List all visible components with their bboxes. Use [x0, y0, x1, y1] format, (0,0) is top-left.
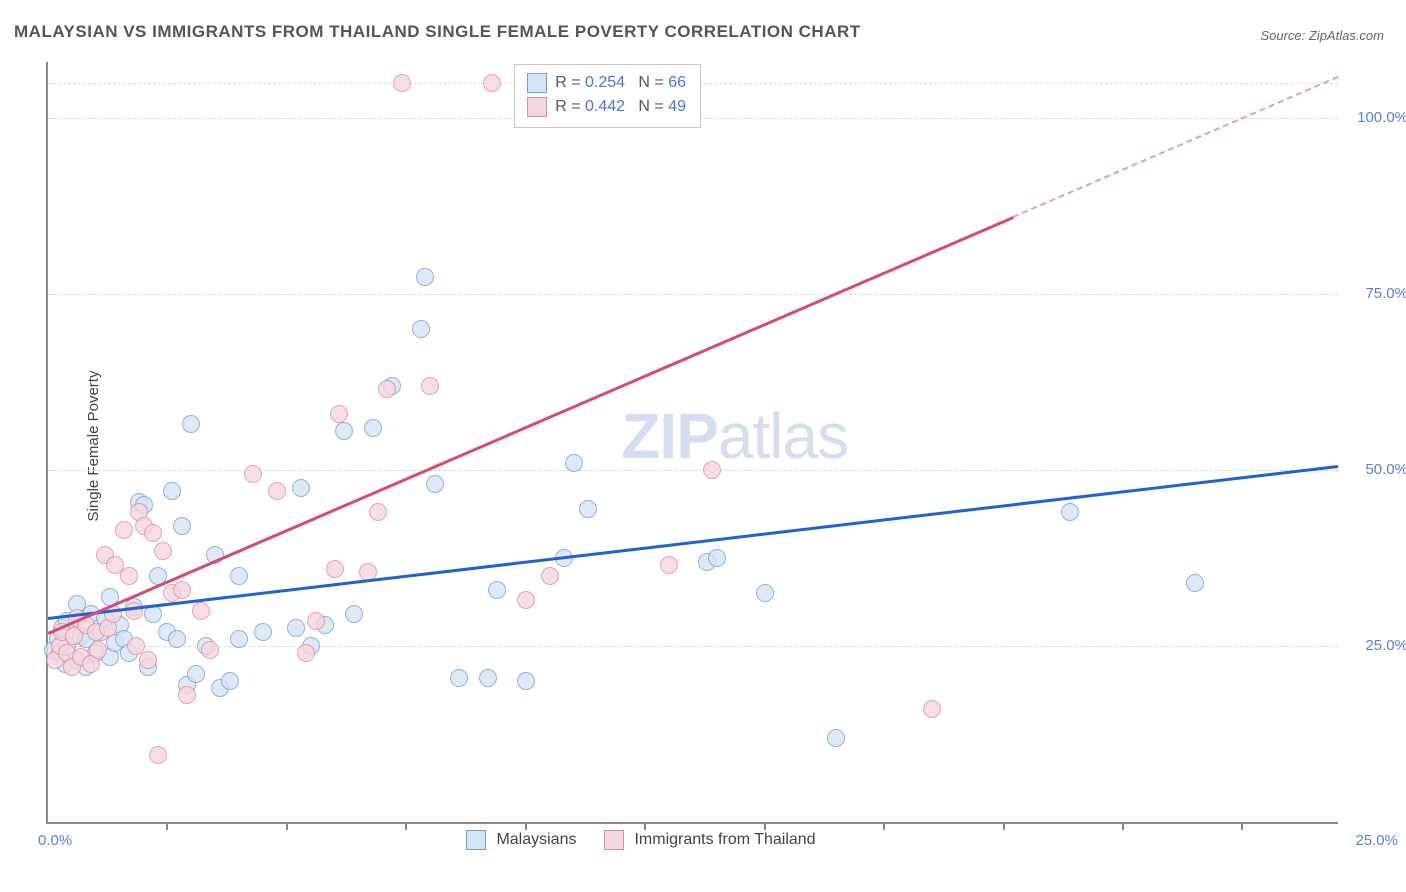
data-point: [89, 641, 107, 659]
data-point: [192, 602, 210, 620]
data-point: [345, 605, 363, 623]
data-point: [450, 669, 468, 687]
scatter-plot-area: 25.0%50.0%75.0%100.0%0.0%25.0%ZIPatlas: [46, 62, 1338, 824]
data-point: [330, 405, 348, 423]
data-point: [221, 672, 239, 690]
data-point: [287, 619, 305, 637]
stats-text: R = 0.254 N = 66: [555, 71, 686, 95]
data-point: [326, 560, 344, 578]
stats-legend: R = 0.254 N = 66R = 0.442 N = 49: [514, 64, 701, 128]
x-tick: [525, 822, 527, 830]
data-point: [144, 524, 162, 542]
data-point: [517, 672, 535, 690]
series-swatch: [527, 97, 547, 117]
data-point: [369, 503, 387, 521]
data-point: [154, 542, 172, 560]
data-point: [541, 567, 559, 585]
data-point: [254, 623, 272, 641]
data-point: [416, 268, 434, 286]
data-point: [297, 644, 315, 662]
x-tick: [405, 822, 407, 830]
data-point: [923, 700, 941, 718]
data-point: [426, 475, 444, 493]
stats-row: R = 0.442 N = 49: [527, 95, 686, 119]
y-tick-label: 25.0%: [1365, 637, 1406, 654]
y-tick-label: 75.0%: [1365, 285, 1406, 302]
y-tick-label: 50.0%: [1365, 461, 1406, 478]
data-point: [268, 482, 286, 500]
data-point: [1186, 574, 1204, 592]
stats-text: R = 0.442 N = 49: [555, 95, 686, 119]
source-prefix: Source:: [1260, 28, 1308, 43]
data-point: [1061, 503, 1079, 521]
trend-line: [48, 465, 1338, 619]
data-point: [163, 482, 181, 500]
data-point: [660, 556, 678, 574]
data-point: [139, 651, 157, 669]
data-point: [378, 380, 396, 398]
data-point: [230, 630, 248, 648]
source-name: ZipAtlas.com: [1309, 28, 1384, 43]
data-point: [178, 686, 196, 704]
stats-row: R = 0.254 N = 66: [527, 71, 686, 95]
x-tick: [286, 822, 288, 830]
series-swatch: [527, 73, 547, 93]
watermark: ZIPatlas: [621, 399, 848, 473]
x-tick: [764, 822, 766, 830]
data-point: [565, 454, 583, 472]
x-tick-label: 25.0%: [1355, 832, 1398, 849]
data-point: [393, 74, 411, 92]
data-point: [115, 521, 133, 539]
data-point: [708, 549, 726, 567]
series-swatch: [604, 830, 624, 850]
x-tick: [166, 822, 168, 830]
source-label: Source: ZipAtlas.com: [1260, 28, 1384, 43]
series-swatch: [466, 830, 486, 850]
series-label: Malaysians: [496, 831, 576, 849]
data-point: [149, 746, 167, 764]
gridline: [48, 294, 1338, 295]
data-point: [173, 517, 191, 535]
data-point: [292, 479, 310, 497]
data-point: [579, 500, 597, 518]
data-point: [120, 567, 138, 585]
data-point: [827, 729, 845, 747]
data-point: [421, 377, 439, 395]
series-legend: Malaysians Immigrants from Thailand: [466, 830, 833, 850]
x-tick: [1241, 822, 1243, 830]
data-point: [182, 415, 200, 433]
x-tick: [1122, 822, 1124, 830]
data-point: [756, 584, 774, 602]
data-point: [201, 641, 219, 659]
chart-title: MALAYSIAN VS IMMIGRANTS FROM THAILAND SI…: [14, 22, 861, 42]
data-point: [517, 591, 535, 609]
data-point: [483, 74, 501, 92]
data-point: [479, 669, 497, 687]
x-tick: [644, 822, 646, 830]
data-point: [307, 612, 325, 630]
data-point: [187, 665, 205, 683]
data-point: [168, 630, 186, 648]
x-tick-label: 0.0%: [38, 832, 72, 849]
data-point: [364, 419, 382, 437]
data-point: [244, 465, 262, 483]
data-point: [488, 581, 506, 599]
y-tick-label: 100.0%: [1357, 109, 1406, 126]
data-point: [144, 605, 162, 623]
data-point: [412, 320, 430, 338]
data-point: [125, 602, 143, 620]
data-point: [335, 422, 353, 440]
x-tick: [1003, 822, 1005, 830]
x-tick: [883, 822, 885, 830]
data-point: [173, 581, 191, 599]
trend-line: [1013, 76, 1339, 218]
data-point: [230, 567, 248, 585]
series-label: Immigrants from Thailand: [634, 831, 815, 849]
data-point: [703, 461, 721, 479]
